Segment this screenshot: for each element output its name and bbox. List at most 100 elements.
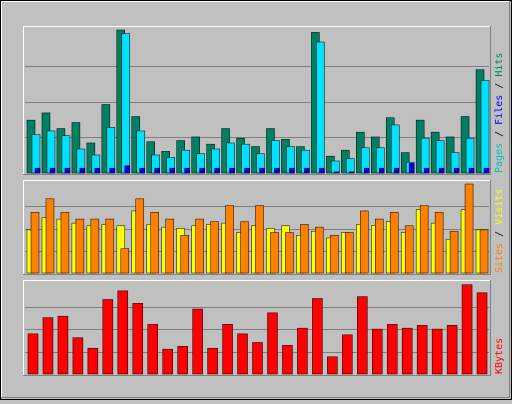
bar-kbytes-day-12 <box>192 308 203 375</box>
bar-pages-day-9 <box>154 167 160 174</box>
bar-sites-day-16 <box>255 205 264 274</box>
bar-pages-day-1 <box>34 167 41 174</box>
bar-sites-day-9 <box>150 212 159 274</box>
bar-files-day-1 <box>31 134 41 174</box>
bar-kbytes-day-24 <box>372 328 383 375</box>
bar-pages-day-5 <box>94 167 101 174</box>
bar-pages-day-22 <box>349 171 355 174</box>
legend-separator: / <box>494 225 505 243</box>
bar-pages-day-29 <box>453 167 460 174</box>
legend-separator: / <box>494 77 505 95</box>
bar-kbytes-day-23 <box>357 296 368 375</box>
bar-pages-day-14 <box>229 167 235 174</box>
bar-pages-day-3 <box>64 167 71 174</box>
bar-pages-day-21 <box>334 171 340 174</box>
bar-kbytes-day-15 <box>237 333 248 375</box>
bar-sites-day-15 <box>240 221 249 274</box>
legend-hits-files: Pages / Files / Hits <box>494 53 505 173</box>
legend-label-hits: Hits <box>494 53 505 77</box>
bar-sites-day-12 <box>195 218 204 274</box>
bar-kbytes-day-26 <box>401 327 413 375</box>
bar-files-day-22 <box>346 158 355 174</box>
bar-kbytes-day-5 <box>87 347 99 375</box>
bar-kbytes-day-2 <box>42 317 54 375</box>
bar-kbytes-day-29 <box>446 325 458 375</box>
bar-sites-day-26 <box>404 225 414 274</box>
bar-kbytes-day-7 <box>117 290 129 375</box>
bar-kbytes-day-21 <box>327 356 338 375</box>
bar-kbytes-day-8 <box>132 303 144 375</box>
bar-kbytes-day-13 <box>207 347 218 375</box>
bar-files-day-27 <box>420 137 430 174</box>
bar-pages-day-23 <box>364 167 370 174</box>
bar-pages-day-26 <box>408 163 415 174</box>
bar-kbytes-day-17 <box>267 312 278 375</box>
bar-pages-day-7 <box>124 165 131 174</box>
bar-sites-day-25 <box>389 212 399 274</box>
legend-label-sites: Sites <box>494 243 505 273</box>
bar-files-day-25 <box>390 124 400 174</box>
bar-pages-day-24 <box>379 167 385 174</box>
bar-pages-day-19 <box>304 167 310 174</box>
bar-sites-day-5 <box>90 218 100 274</box>
legend-separator: / <box>494 125 505 143</box>
bar-kbytes-day-6 <box>102 299 114 375</box>
bar-kbytes-day-28 <box>431 328 443 375</box>
bar-sites-day-6 <box>105 218 115 274</box>
bar-kbytes-day-27 <box>416 325 428 375</box>
bar-sites-day-27 <box>419 205 429 274</box>
bar-pages-day-15 <box>244 167 250 174</box>
bar-sites-day-31 <box>479 229 489 274</box>
bar-files-day-8 <box>136 130 146 174</box>
bar-kbytes-day-14 <box>222 324 233 375</box>
bar-sites-day-10 <box>165 218 174 274</box>
bar-pages-day-20 <box>319 167 325 174</box>
bar-pages-day-6 <box>109 167 116 174</box>
legend-visits-sites: Sites / Visits <box>494 189 505 273</box>
bar-sites-day-4 <box>75 218 85 274</box>
bar-files-day-6 <box>106 127 116 174</box>
bar-kbytes-day-10 <box>162 348 173 375</box>
bar-files-day-7 <box>121 33 131 174</box>
bar-sites-day-11 <box>180 234 189 274</box>
bar-kbytes-day-9 <box>147 324 158 375</box>
bar-pages-day-27 <box>423 167 430 174</box>
bar-sites-day-28 <box>434 212 444 274</box>
bar-pages-day-18 <box>289 167 295 174</box>
bar-kbytes-day-1 <box>27 333 39 375</box>
bar-sites-day-13 <box>210 221 219 274</box>
bar-pages-day-28 <box>438 167 445 174</box>
bar-sites-day-20 <box>315 226 324 274</box>
bar-sites-day-14 <box>225 205 234 274</box>
bar-pages-day-30 <box>468 167 475 174</box>
bar-sites-day-3 <box>60 212 70 274</box>
bar-kbytes-day-30 <box>461 284 473 375</box>
bar-kbytes-day-4 <box>72 337 84 375</box>
bar-kbytes-day-18 <box>282 345 293 375</box>
bar-files-day-3 <box>61 135 71 174</box>
legend-kbytes: KBytes <box>494 338 505 374</box>
bar-sites-day-19 <box>300 224 309 274</box>
bar-files-day-20 <box>316 41 325 174</box>
bar-pages-day-13 <box>214 167 220 174</box>
bar-kbytes-day-11 <box>177 346 188 375</box>
bar-pages-day-17 <box>274 167 280 174</box>
legend-label-pages: Pages <box>494 143 505 173</box>
bar-pages-day-11 <box>184 167 190 174</box>
legend-label-files: Files <box>494 95 505 125</box>
bar-sites-day-24 <box>375 218 384 274</box>
legend-label-visits: Visits <box>494 189 505 225</box>
bar-kbytes-day-22 <box>342 334 353 375</box>
bar-sites-day-22 <box>345 232 354 274</box>
bar-sites-day-1 <box>30 212 40 274</box>
bar-files-day-31 <box>480 80 490 174</box>
bar-kbytes-day-16 <box>252 342 263 375</box>
bar-pages-day-2 <box>49 167 56 174</box>
bar-sites-day-18 <box>285 232 294 274</box>
bar-kbytes-day-31 <box>476 292 488 375</box>
bar-pages-day-8 <box>139 167 146 174</box>
bar-kbytes-day-3 <box>57 315 69 375</box>
bar-sites-day-23 <box>360 210 369 274</box>
